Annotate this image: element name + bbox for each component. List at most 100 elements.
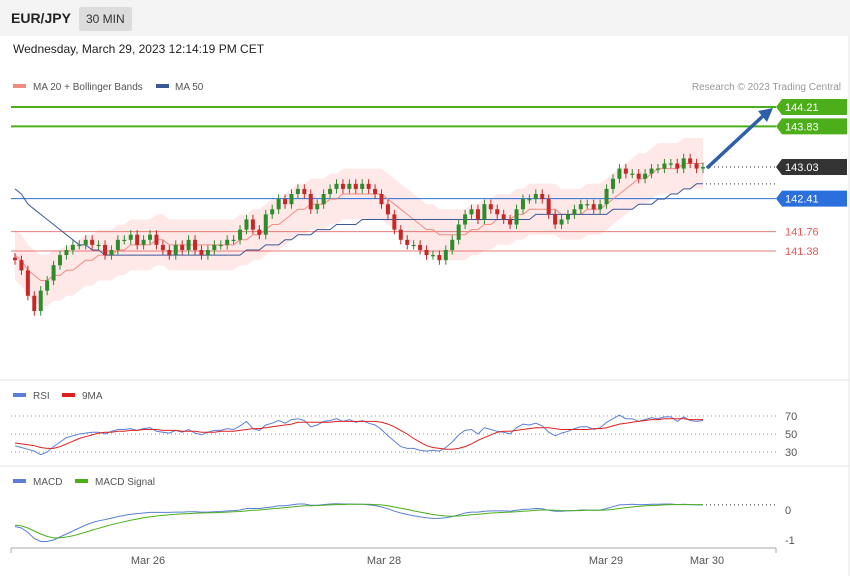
resistance-level-label: 143.83 [785, 121, 819, 133]
time-tick-label: Mar 29 [589, 555, 623, 567]
candle [276, 194, 281, 214]
candle-body [154, 234, 159, 245]
candle-body [38, 290, 43, 312]
time-tick-label: Mar 28 [367, 555, 401, 567]
candle-body [212, 244, 217, 250]
moving-averages [14, 163, 703, 281]
candle [250, 214, 255, 235]
ma20-legend-label: MA 20 + Bollinger Bands [33, 82, 143, 93]
candle-body [565, 214, 570, 220]
candle-body [604, 188, 609, 205]
candle-body [360, 183, 365, 189]
candle [655, 163, 660, 174]
candle-body [135, 234, 140, 245]
candle [263, 209, 268, 240]
candle [199, 245, 204, 260]
resistance-level-tag [776, 99, 847, 115]
candle [128, 230, 133, 245]
rsi-legend-label: RSI [33, 391, 50, 402]
candle-body [109, 249, 114, 256]
ma20-legend-swatch [13, 84, 26, 88]
rsi9-legend-swatch [62, 393, 75, 397]
candle-body [469, 209, 474, 215]
candle [688, 153, 693, 169]
bollinger-band [15, 138, 703, 306]
candle-body [655, 168, 660, 170]
candle-body [456, 224, 461, 240]
candle [553, 209, 558, 230]
candle-body [488, 204, 493, 210]
candle-body [353, 183, 358, 189]
candle-body [225, 239, 230, 245]
timeframe-button[interactable]: 30 MIN [79, 7, 132, 31]
candle [96, 240, 101, 250]
rsi-panel: 70 50 30 [11, 411, 797, 459]
candle-body [443, 249, 448, 261]
pivot-level-tag [776, 190, 847, 207]
candle [572, 204, 577, 219]
candle [469, 204, 474, 219]
candle [109, 245, 114, 260]
candle-body [173, 244, 178, 256]
candle-body [437, 255, 442, 261]
candle-body [688, 158, 693, 164]
candle-body [64, 249, 69, 256]
candle-body [501, 214, 506, 220]
rsi-legend-swatch [13, 393, 26, 397]
candle [205, 245, 210, 260]
candle-body [302, 188, 307, 195]
candle-body [115, 239, 120, 250]
candle [675, 158, 680, 174]
candle-body [418, 244, 423, 250]
candle-body [520, 199, 525, 210]
candle-body [527, 199, 532, 201]
candle [598, 199, 603, 214]
candle [328, 184, 333, 199]
candle [64, 245, 69, 260]
candle-body [250, 219, 255, 230]
candle-body [308, 194, 313, 210]
candle-body [379, 194, 384, 205]
time-axis-ticks: Mar 26 Mar 28 Mar 29 Mar 30 [131, 555, 724, 567]
resistance-level-tag [776, 118, 847, 135]
candle [270, 204, 275, 219]
target-arrow-shaft [705, 113, 766, 170]
candle-body [77, 244, 82, 247]
candle-body [25, 270, 30, 296]
candle-body [430, 255, 435, 257]
candle-body [13, 257, 17, 261]
candle [559, 214, 564, 230]
candle [45, 275, 50, 296]
candle-body [546, 199, 551, 215]
candle [430, 250, 435, 260]
candle-body [610, 178, 615, 189]
candle [186, 235, 191, 255]
candle-body [553, 214, 558, 225]
candle-body [540, 194, 545, 200]
candle-body [675, 163, 680, 169]
candle-body [559, 219, 564, 225]
candle [70, 240, 75, 255]
last-level-label: 143.03 [785, 162, 819, 174]
candle [51, 260, 56, 286]
candle-body [424, 249, 429, 256]
macd-panel: 0 -1 [14, 503, 795, 547]
candle-body [263, 214, 268, 235]
candle [443, 245, 448, 265]
time-tick-label: Mar 26 [131, 555, 165, 567]
candle-body [508, 219, 513, 225]
candle [501, 209, 506, 225]
candle-body [51, 265, 56, 281]
candle [488, 199, 493, 214]
candle-body [681, 158, 686, 169]
candle [643, 169, 648, 184]
candle-body [398, 229, 403, 240]
candle [463, 209, 468, 230]
candle-body [283, 199, 288, 205]
candle [437, 250, 442, 265]
candle [231, 235, 236, 245]
candle [694, 158, 699, 174]
candle [630, 169, 635, 179]
candle-body [238, 229, 243, 240]
